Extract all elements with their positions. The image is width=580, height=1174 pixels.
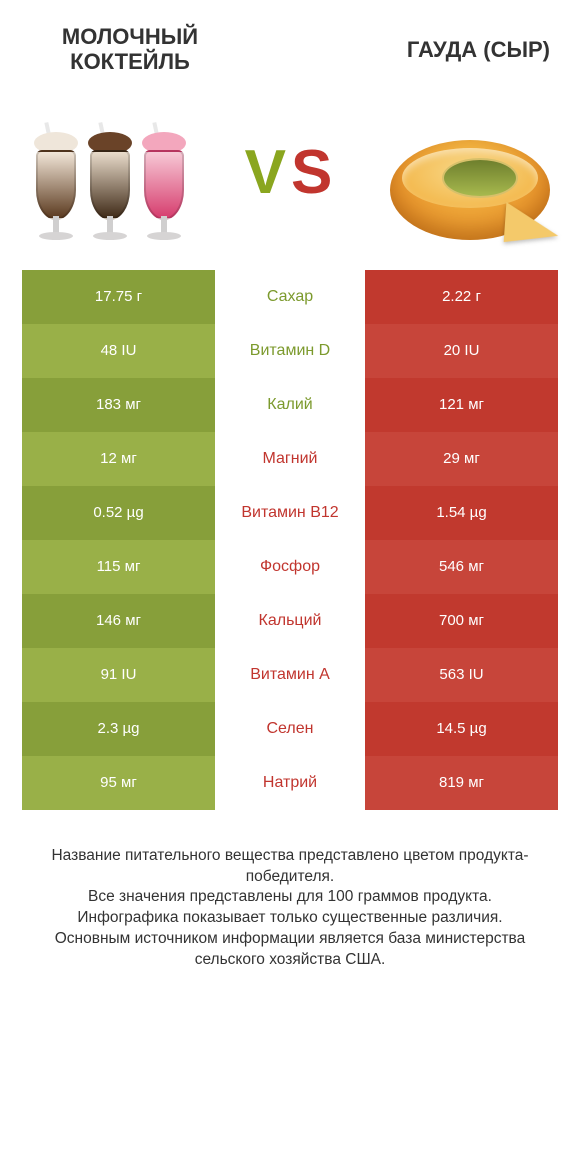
left-value: 95 мг [22, 756, 215, 810]
right-value: 2.22 г [365, 270, 558, 324]
nutrient-name: Кальций [215, 594, 365, 648]
gouda-image [380, 105, 555, 240]
footer-note: Название питательного вещества представл… [0, 810, 580, 972]
vs-label: VS [245, 137, 336, 208]
nutrient-name: Витамин D [215, 324, 365, 378]
table-row: 12 мгМагний29 мг [22, 432, 558, 486]
nutrient-name: Калий [215, 378, 365, 432]
table-row: 115 мгФосфор546 мг [22, 540, 558, 594]
nutrient-name: Натрий [215, 756, 365, 810]
table-row: 91 IUВитамин A563 IU [22, 648, 558, 702]
left-value: 0.52 µg [22, 486, 215, 540]
table-row: 2.3 µgСелен14.5 µg [22, 702, 558, 756]
footer-line: Название питательного вещества представл… [36, 846, 544, 888]
right-value: 14.5 µg [365, 702, 558, 756]
footer-line: Инфографика показывает только существенн… [36, 908, 544, 929]
left-value: 91 IU [22, 648, 215, 702]
right-value: 819 мг [365, 756, 558, 810]
nutrient-name: Витамин B12 [215, 486, 365, 540]
right-product-title: ГАУДА (СЫР) [330, 37, 550, 62]
nutrient-name: Витамин A [215, 648, 365, 702]
left-value: 2.3 µg [22, 702, 215, 756]
nutrient-name: Фосфор [215, 540, 365, 594]
left-value: 12 мг [22, 432, 215, 486]
table-row: 183 мгКалий121 мг [22, 378, 558, 432]
right-value: 121 мг [365, 378, 558, 432]
left-value: 115 мг [22, 540, 215, 594]
title-row: МОЛОЧНЫЙ КОКТЕЙЛЬ ГАУДА (СЫР) [0, 0, 580, 85]
table-row: 17.75 гСахар2.22 г [22, 270, 558, 324]
footer-line: Основным источником информации является … [36, 929, 544, 971]
milkshake-image [25, 105, 200, 240]
nutrient-name: Селен [215, 702, 365, 756]
left-value: 146 мг [22, 594, 215, 648]
right-value: 563 IU [365, 648, 558, 702]
table-row: 146 мгКальций700 мг [22, 594, 558, 648]
right-value: 20 IU [365, 324, 558, 378]
vs-letter-s: S [291, 137, 335, 208]
footer-line: Все значения представлены для 100 граммо… [36, 887, 544, 908]
nutrient-name: Сахар [215, 270, 365, 324]
infographic-root: МОЛОЧНЫЙ КОКТЕЙЛЬ ГАУДА (СЫР) VS 17.75 г… [0, 0, 580, 1174]
vs-letter-v: V [245, 137, 289, 208]
right-value: 546 мг [365, 540, 558, 594]
right-value: 700 мг [365, 594, 558, 648]
right-value: 1.54 µg [365, 486, 558, 540]
table-row: 0.52 µgВитамин B121.54 µg [22, 486, 558, 540]
versus-row: VS [0, 85, 580, 270]
comparison-table: 17.75 гСахар2.22 г48 IUВитамин D20 IU183… [0, 270, 580, 810]
right-value: 29 мг [365, 432, 558, 486]
left-value: 183 мг [22, 378, 215, 432]
table-row: 95 мгНатрий819 мг [22, 756, 558, 810]
left-value: 48 IU [22, 324, 215, 378]
table-row: 48 IUВитамин D20 IU [22, 324, 558, 378]
nutrient-name: Магний [215, 432, 365, 486]
left-value: 17.75 г [22, 270, 215, 324]
left-product-title: МОЛОЧНЫЙ КОКТЕЙЛЬ [30, 24, 230, 75]
